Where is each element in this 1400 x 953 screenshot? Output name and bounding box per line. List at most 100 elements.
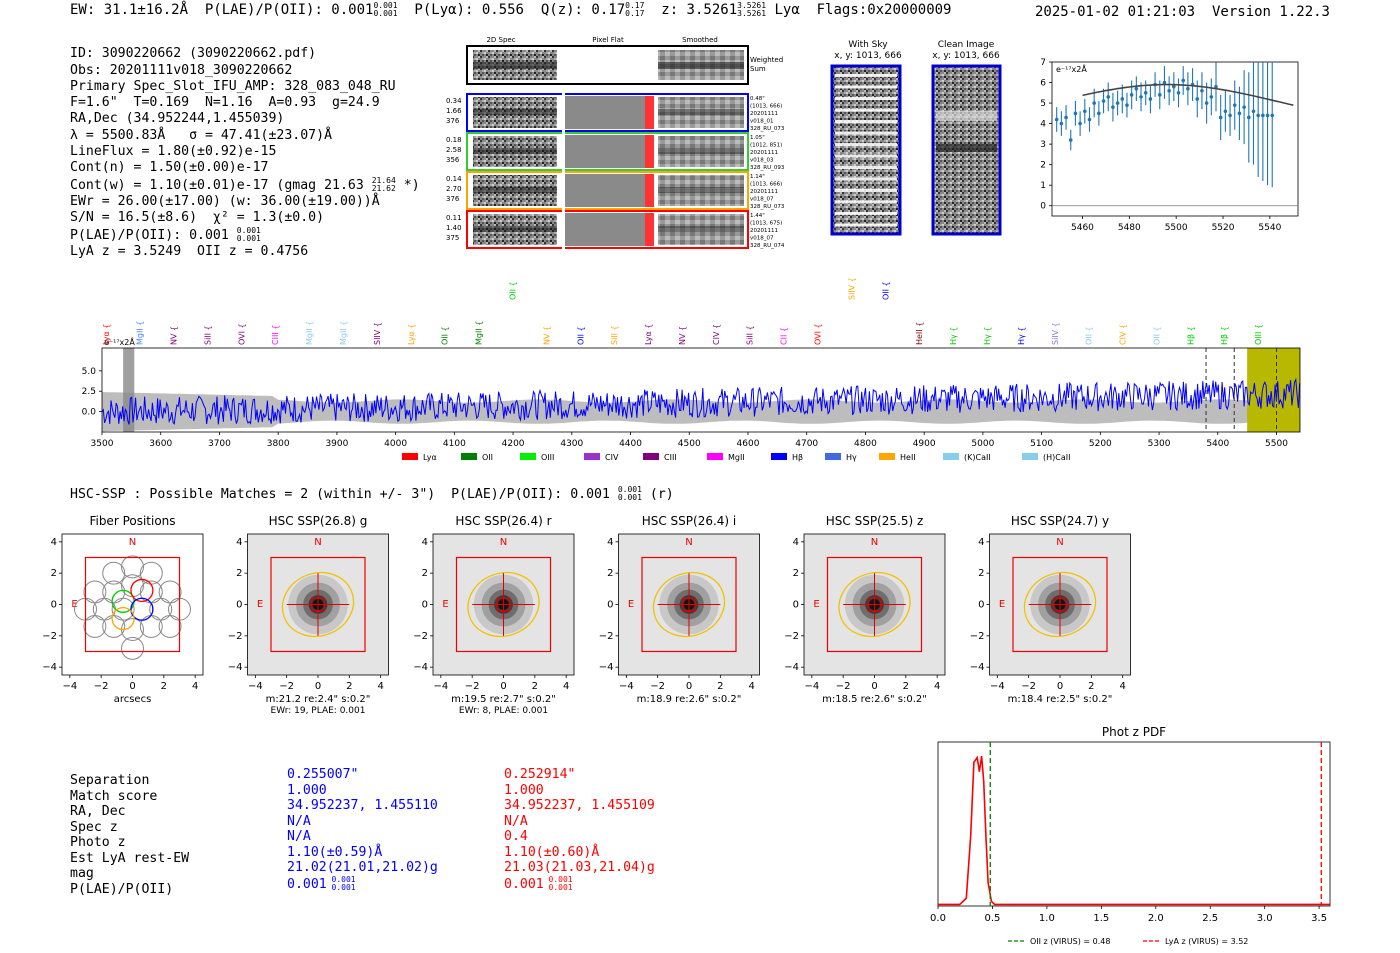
cutout-row-frame (466, 93, 749, 132)
spectrum-xtick: 4900 (913, 439, 936, 449)
emission-line-label: OVI { (814, 323, 823, 345)
emission-line-label: OII { (441, 326, 450, 345)
cutout-row-stat: 2.70 (446, 185, 462, 193)
emission-line-label: Hβ { (1220, 326, 1229, 345)
cutout-row-frame (466, 171, 749, 210)
cutout-row-stat: 1.40 (446, 224, 462, 232)
cutout-row-stat: 376 (446, 195, 460, 203)
info-lya-z: LyA z = 3.5249 OII z = 0.4756 (70, 243, 309, 259)
spectrum-xtick: 4500 (678, 439, 701, 449)
emission-line-label: NV { (542, 326, 551, 345)
table-value: 1.10(±0.59)Å (287, 844, 383, 860)
hsc-ytick: 0 (51, 600, 57, 611)
info-radec: RA,Dec (34.952244,1.455039) (70, 111, 285, 127)
fiber-circle (121, 555, 144, 579)
spectrum-xtick: 4200 (502, 439, 525, 449)
east-label: E (999, 599, 1005, 610)
north-label: N (314, 537, 321, 548)
hsc-ytick: −4 (413, 662, 428, 673)
north-label: N (871, 537, 878, 548)
emission-line-label: SIIV { (373, 322, 382, 345)
hsc-aperture-ellipse (467, 571, 540, 638)
zoom-point (1181, 78, 1185, 83)
cutout-header-flat: Pixel Flat (592, 36, 624, 44)
hsc-panel-title: HSC SSP(26.4) i (642, 514, 737, 528)
emission-line-label: SiIV { (847, 277, 856, 300)
fiber-circle (121, 636, 144, 660)
legend-swatch (461, 453, 477, 460)
emission-line-label: Hγ { (1017, 327, 1026, 345)
info-obs: Obs: 20201111v018_3090220662 (70, 62, 293, 78)
emission-line-label: OII { (881, 281, 890, 300)
spectrum-xtick: 3900 (325, 439, 348, 449)
timestamp: 2025-01-02 01:21:03 (1034, 4, 1196, 20)
hsc-xtick: −4 (990, 681, 1005, 692)
hsc-ytick: −4 (970, 662, 985, 673)
sky-cutouts: With Sky x, y: 1013, 666 Clean Image x, … (830, 40, 1002, 236)
hsc-field-box (455, 556, 552, 653)
cutout-row-meta: 20201111 (750, 228, 778, 234)
hsc-field-box (641, 556, 737, 653)
legend-label: CIV (605, 453, 619, 462)
zoom-point (1059, 121, 1064, 126)
hsc-xtick: −4 (433, 681, 448, 692)
zoom-point (1261, 113, 1265, 118)
info-sn: S/N = 16.5(±8.6) χ² = 1.3(±0.0) (70, 210, 325, 226)
hsc-ytick: −2 (599, 631, 614, 642)
table-value: N/A (287, 829, 311, 844)
plae-value: P(LAE)/P(OII): 0.001 (204, 2, 374, 18)
legend-swatch (825, 453, 841, 460)
table-value: 0.4 (504, 829, 528, 844)
hsc-panel: HSC SSP(25.5) z N E −4 −4 −2 −2 0 0 2 2 4 4 m:18.5 re… (784, 514, 946, 705)
legend-swatch (584, 453, 600, 460)
photz-xtick: 2.5 (1202, 913, 1218, 924)
photz-xtick: 0.5 (984, 913, 1000, 924)
plae-fraction: 0.001 0.001 (373, 1, 398, 18)
hsc-panel: HSC SSP(26.4) i N E −4 −4 −2 −2 0 0 2 2 4 4 m:18.9 re… (599, 514, 760, 705)
info-lineflux: LineFlux = 1.80(±0.92)e-15 (70, 144, 277, 160)
ew-value: EW: 31.1±16.2Å (70, 2, 189, 18)
zoom-ytick: 6 (1040, 79, 1046, 89)
emission-line-label: SiII { (746, 325, 755, 345)
hsc-panel-title: HSC SSP(26.4) r (455, 514, 551, 528)
legend-swatch (943, 453, 959, 460)
hsc-ytick: −2 (413, 631, 428, 642)
zoom-ytick: 5 (1040, 99, 1046, 109)
zoom-point (1078, 121, 1082, 126)
hsc-aperture-ellipse (1023, 571, 1097, 638)
spectrum-xtick: 3700 (208, 439, 231, 449)
hsc-xtick: 4 (1119, 681, 1125, 692)
hsc-panel-title: HSC SSP(26.8) g (269, 514, 368, 528)
zoom-point (1064, 115, 1068, 120)
emission-line-label: HeII { (915, 322, 924, 345)
zoom-point (1195, 97, 1200, 101)
legend-swatch (879, 453, 895, 460)
zoom-point (1237, 111, 1242, 116)
zoom-point (1157, 93, 1162, 97)
hsc-field-box (826, 556, 923, 653)
north-label: N (129, 537, 136, 548)
hsc-field-box (1012, 556, 1108, 653)
hsc-ytick: 0 (236, 600, 242, 611)
cutout-row-meta: 328_RU_073 (750, 204, 785, 210)
zoom-xtick: 5480 (1118, 223, 1141, 232)
table-value: 0.001 0.001 0.001 (504, 874, 573, 892)
match-table-labels: Separation Match score RA, Dec Spec z Photo … (70, 773, 189, 897)
hsc-xtick: 2 (346, 681, 352, 692)
cutout-row-meta: 20201111 (750, 150, 778, 156)
fiber-circle (102, 561, 126, 585)
zoom-point (1101, 99, 1106, 103)
zoom-point (1228, 113, 1232, 118)
emission-line-label: MgII { (305, 321, 314, 345)
hsc-xtick: 2 (161, 681, 167, 692)
emission-line-label: CII { (780, 327, 789, 345)
hsc-caption: m:18.5 re:2.6" s:0.2" (822, 694, 927, 705)
zoom-point (1115, 101, 1120, 105)
cutout-flat-edge (645, 213, 654, 246)
cutout-row-meta: 328_RU_073 (750, 126, 785, 132)
hsc-caption: arcsecs (114, 694, 152, 705)
zoom-point (1097, 111, 1101, 116)
cutout-row-stat: 375 (446, 234, 459, 242)
spectrum-xtick: 4600 (737, 439, 760, 449)
zoom-xtick: 5500 (1165, 223, 1188, 232)
